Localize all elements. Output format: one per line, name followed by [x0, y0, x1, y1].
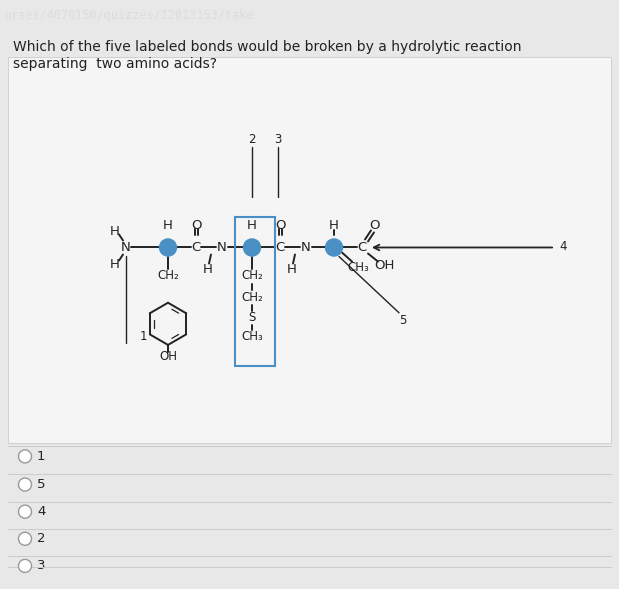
Text: C: C: [191, 241, 201, 254]
Text: Which of the five labeled bonds would be broken by a hydrolytic reaction: Which of the five labeled bonds would be…: [13, 39, 521, 54]
Text: H: H: [287, 263, 297, 276]
Text: 4: 4: [559, 240, 567, 253]
Circle shape: [160, 239, 176, 256]
Text: N: N: [301, 241, 311, 254]
Text: H: H: [203, 263, 213, 276]
Circle shape: [243, 239, 261, 256]
Text: CH₃: CH₃: [347, 261, 369, 274]
Text: H: H: [163, 219, 173, 232]
Text: 5: 5: [399, 315, 407, 327]
Bar: [235, 217, 275, 366]
Text: H: H: [247, 219, 257, 232]
Text: N: N: [121, 241, 131, 254]
Text: OH: OH: [374, 259, 394, 272]
Text: O: O: [370, 219, 380, 232]
Text: OH: OH: [159, 350, 177, 363]
Text: S: S: [248, 312, 256, 325]
Circle shape: [326, 239, 342, 256]
Text: CH₃: CH₃: [241, 330, 263, 343]
Text: N: N: [217, 241, 227, 254]
Text: C: C: [275, 241, 285, 254]
Text: CH₂: CH₂: [241, 269, 263, 282]
Text: CH₂: CH₂: [241, 291, 263, 304]
Text: 2: 2: [37, 532, 46, 545]
Circle shape: [19, 478, 32, 491]
Bar: [8, 57, 611, 444]
Circle shape: [19, 505, 32, 518]
Text: H: H: [329, 219, 339, 232]
Text: 5: 5: [37, 478, 46, 491]
Text: H: H: [110, 258, 120, 271]
Text: 3: 3: [274, 133, 282, 145]
Text: separating  two amino acids?: separating two amino acids?: [13, 57, 217, 71]
Circle shape: [19, 560, 32, 573]
Text: C: C: [357, 241, 366, 254]
Text: H: H: [110, 225, 120, 238]
Text: 4: 4: [37, 505, 45, 518]
Text: urses/4070150/quizzes/12013153/take: urses/4070150/quizzes/12013153/take: [5, 9, 254, 22]
Text: 2: 2: [248, 133, 256, 145]
Text: 1: 1: [139, 330, 147, 343]
Circle shape: [19, 450, 32, 463]
Text: O: O: [191, 219, 201, 232]
Text: O: O: [275, 219, 285, 232]
Text: 3: 3: [37, 560, 46, 573]
Text: 1: 1: [37, 450, 46, 463]
Text: CH₂: CH₂: [157, 269, 179, 282]
Circle shape: [19, 532, 32, 545]
